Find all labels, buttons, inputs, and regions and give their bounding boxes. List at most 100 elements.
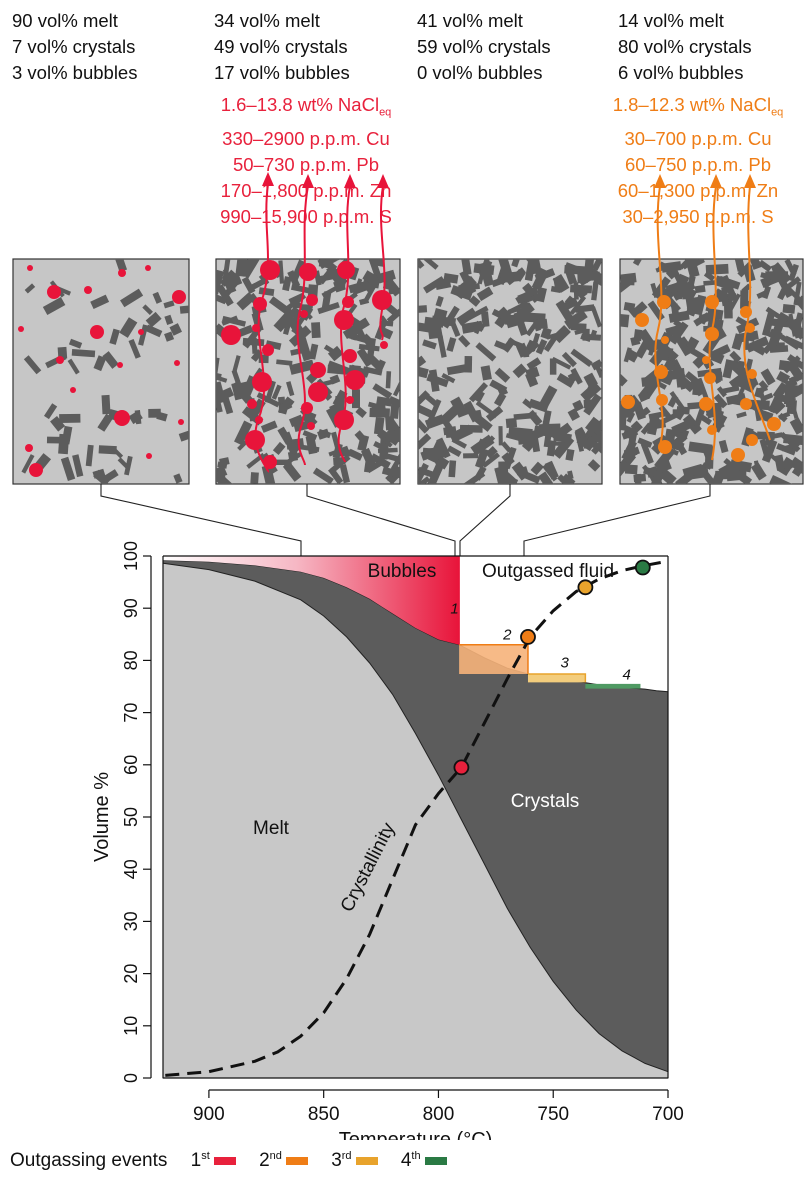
phase-3-label: 41 vol% melt 59 vol% crystals 0 vol% bub… (417, 8, 551, 86)
crystal-grain (217, 461, 228, 469)
crystal-grain (704, 445, 714, 469)
crystal-grain (765, 271, 788, 280)
bubble (18, 326, 24, 332)
crystal-grain (312, 467, 334, 484)
crystal-grain (241, 276, 256, 295)
crystal-grain (494, 316, 507, 329)
bubble (300, 310, 308, 318)
crystal-grain (758, 380, 769, 391)
crystal-grain (440, 405, 460, 425)
bubble (84, 286, 92, 294)
crystal-grain (494, 467, 504, 484)
y-axis-label: Volume % (91, 772, 113, 862)
crystal-grain (573, 282, 579, 300)
crystal-grain (352, 278, 363, 298)
crystal-grain (418, 403, 436, 419)
arrowhead (654, 174, 666, 188)
crystal-grain (576, 437, 594, 452)
crystal-grain (758, 259, 772, 273)
bubble (56, 356, 64, 364)
connector-1 (100, 484, 302, 556)
bubble (654, 365, 668, 379)
crystal-grain (302, 430, 318, 440)
crystal-grain (590, 306, 602, 328)
crystal-grain (449, 424, 473, 443)
crystal-grain (216, 388, 223, 413)
crystal-grain (620, 408, 628, 431)
crystal-grain (437, 335, 447, 358)
bubble (345, 370, 365, 390)
crystal-grain (726, 392, 747, 406)
crystal-grain (783, 355, 801, 374)
arrowhead (710, 174, 722, 188)
crystal-grain (23, 355, 42, 375)
x-tick-label: 900 (193, 1104, 225, 1125)
crystal-grain (512, 363, 528, 379)
crystal-grain (741, 283, 752, 294)
x-axis-label: Temperature (°C) (339, 1129, 493, 1140)
crystal-grain (670, 303, 680, 316)
crystal-grain (765, 306, 784, 321)
fluid-1-pb: 50–730 p.p.m. Pb (232, 153, 380, 175)
crystal-grain (468, 295, 481, 307)
crystal-grain (256, 392, 280, 408)
crystal-grain (68, 338, 83, 349)
bubble (310, 362, 326, 378)
crystal-grain (475, 447, 489, 469)
y-tick-label: 90 (121, 598, 141, 618)
bubble (114, 410, 130, 426)
bubble (702, 356, 710, 364)
x-tick-label: 750 (537, 1104, 569, 1125)
crystal-grain (381, 327, 394, 340)
crystal-grain (760, 368, 776, 386)
crystal-grain (376, 427, 400, 446)
crystal-grain (24, 283, 36, 294)
crystal-grain (702, 462, 712, 470)
crystal-grain (777, 412, 788, 423)
crystal-grain (164, 331, 175, 342)
crystal-grain (583, 439, 602, 450)
bubble (146, 453, 152, 459)
crystal-grain (50, 415, 66, 432)
crystal-grain (620, 313, 630, 328)
crystal-grain (690, 259, 705, 269)
crystal-grain (258, 287, 275, 297)
crystal-grain (685, 298, 700, 317)
crystal-grain (531, 267, 550, 291)
bubble (342, 296, 354, 308)
crystal-grain (628, 307, 638, 318)
crystal-grain (648, 465, 663, 484)
x-tick-label: 800 (423, 1104, 455, 1125)
crystal-grain (776, 443, 797, 456)
y-tick-label: 100 (121, 541, 141, 571)
crystal-grain (216, 466, 228, 484)
crystal-grain (542, 410, 552, 428)
fluid-path (337, 185, 351, 463)
crystal-grain (697, 314, 708, 325)
crystal-grain (145, 324, 163, 338)
fluid-1-nacl: 1.6–13.8 wt% NaCleq (220, 94, 392, 119)
y-tick-label: 40 (121, 859, 141, 879)
crystal-grain (67, 358, 80, 375)
crystal-grain (681, 259, 703, 270)
crystal-grain (624, 398, 641, 417)
crystal-grain (556, 373, 575, 388)
crystal-grain (117, 457, 129, 469)
y-tick-label: 10 (121, 1016, 141, 1036)
crystal-grain (235, 259, 248, 277)
crystal-grain (633, 329, 643, 342)
crystal-grain (287, 441, 301, 455)
crystal-grain (772, 401, 786, 415)
legend-swatch-1 (213, 1157, 236, 1166)
crystal-grain (271, 384, 282, 400)
crystal-grain (434, 278, 452, 290)
crystal-grain (376, 432, 393, 448)
crystal-grain (389, 402, 400, 419)
legend-item-2: 2nd (259, 1150, 282, 1172)
crystal-grain (418, 413, 430, 434)
bubble (658, 440, 672, 454)
bubble (47, 285, 61, 299)
crystal-grain (626, 349, 640, 363)
crystal-grain (737, 360, 745, 372)
crystal-grain (587, 459, 601, 472)
